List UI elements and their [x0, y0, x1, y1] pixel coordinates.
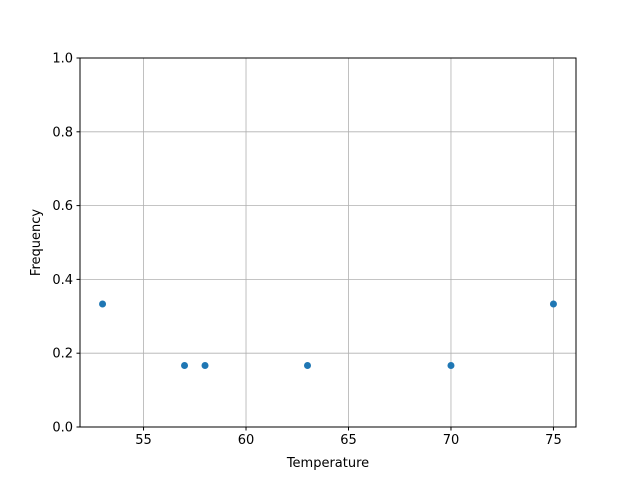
y-tick-label: 0.8 — [52, 125, 73, 140]
y-axis-label: Frequency — [29, 209, 44, 276]
x-tick-label: 55 — [135, 433, 152, 448]
x-tick-label: 70 — [443, 433, 460, 448]
x-tick-label: 65 — [340, 433, 357, 448]
data-point — [181, 361, 189, 369]
data-point — [201, 361, 209, 369]
axes-frame — [79, 57, 577, 428]
data-point — [549, 300, 557, 308]
data-point — [99, 300, 107, 308]
x-tick-label: 75 — [545, 433, 562, 448]
x-axis-ticks: 55 60 65 70 75 — [135, 427, 562, 448]
y-tick-label: 0.2 — [52, 347, 73, 362]
y-tick-label: 1.0 — [52, 52, 73, 67]
y-tick-label: 0.6 — [52, 199, 73, 214]
y-axis-ticks: 0.0 0.2 0.4 0.6 0.8 1.0 — [52, 52, 80, 436]
y-tick-label: 0.0 — [52, 421, 73, 436]
x-tick-label: 60 — [238, 433, 255, 448]
data-point — [447, 361, 455, 369]
data-point — [304, 361, 312, 369]
grid — [80, 57, 576, 428]
y-tick-label: 0.4 — [52, 273, 73, 288]
data-points — [99, 300, 557, 369]
x-axis-label: Temperature — [286, 456, 369, 471]
